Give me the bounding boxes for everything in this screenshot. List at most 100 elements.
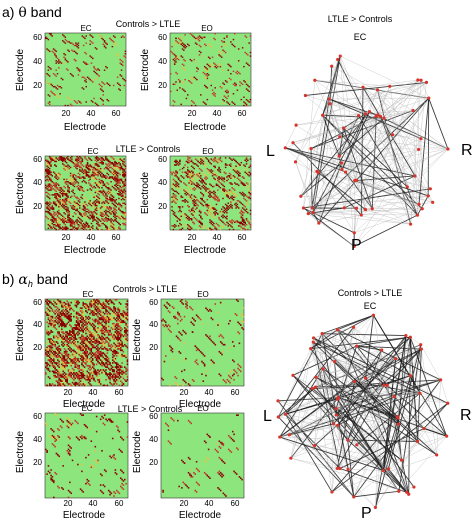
matrix-cell — [202, 181, 205, 183]
matrix-cell — [239, 221, 241, 224]
matrix-cell — [94, 320, 97, 322]
matrix-cell — [194, 204, 197, 207]
matrix-cell — [215, 212, 218, 214]
graph-edge — [295, 161, 314, 213]
matrix-cell — [171, 172, 173, 175]
matrix-cell — [84, 203, 86, 206]
matrix-cell — [76, 204, 78, 207]
matrix-cell — [185, 194, 188, 196]
matrix-cell — [55, 376, 58, 378]
matrix-cell — [68, 201, 71, 203]
matrix-cell — [190, 194, 193, 196]
matrix-cell — [71, 158, 73, 160]
matrix-cell — [112, 224, 115, 226]
matrix-cell — [114, 346, 117, 349]
matrix-cell — [86, 204, 89, 207]
matrix-cell — [76, 181, 78, 183]
matrix-cell — [63, 366, 66, 368]
matrix-cell — [54, 172, 56, 175]
matrix-cell — [89, 176, 91, 178]
matrix-cell — [45, 36, 47, 38]
matrix-cell — [98, 373, 101, 375]
graph-edge — [343, 127, 408, 188]
matrix-cell — [68, 220, 71, 222]
matrix-cell — [201, 185, 203, 188]
matrix-cell — [77, 203, 80, 206]
matrix-cell — [115, 322, 118, 325]
matrix-cell — [95, 164, 98, 166]
matrix-cell — [111, 226, 114, 228]
matrix-cell — [47, 94, 50, 96]
matrix-cell — [50, 384, 52, 387]
matrix-cell — [73, 315, 75, 318]
matrix-cell — [77, 176, 80, 178]
matrix-cell — [222, 69, 224, 71]
graph-edge — [376, 116, 419, 150]
matrix-cell — [185, 97, 188, 100]
matrix-cell — [46, 363, 48, 366]
matrix-cell — [81, 227, 84, 230]
matrix-cell — [67, 190, 69, 193]
matrix-cell — [82, 341, 85, 343]
matrix-cell — [59, 313, 62, 315]
matrix-cell — [192, 202, 194, 204]
matrix-cell — [237, 171, 240, 173]
matrix-cell — [95, 227, 98, 230]
matrix-cell — [87, 307, 90, 310]
matrix-cell — [232, 196, 235, 198]
matrix-cell — [89, 184, 91, 187]
matrix-cell — [81, 188, 84, 190]
matrix-cell — [67, 69, 69, 71]
matrix-cell — [124, 53, 127, 55]
matrix-cell — [98, 300, 101, 303]
matrix-cell — [85, 170, 88, 172]
matrix-cell — [125, 345, 127, 347]
matrix-cell — [173, 198, 176, 201]
matrix-cell — [111, 345, 114, 347]
matrix-cell — [97, 308, 99, 311]
graph-edge — [303, 148, 449, 209]
graph-node — [446, 147, 450, 151]
matrix-cell — [192, 171, 194, 173]
matrix-cell — [200, 188, 202, 190]
matrix-cell — [243, 193, 245, 195]
matrix-cell — [110, 383, 113, 385]
matrix-cell — [105, 310, 107, 312]
matrix-cell — [98, 321, 101, 324]
matrix-cell — [82, 203, 85, 206]
matrix-cell — [105, 219, 107, 221]
matrix-cell — [89, 335, 91, 338]
matrix-cell — [48, 164, 51, 166]
matrix-cell — [77, 311, 79, 314]
matrix-cell — [103, 184, 106, 187]
matrix-cell — [47, 65, 50, 68]
matrix-cell — [245, 158, 248, 160]
matrix-cell — [184, 215, 186, 218]
matrix-cell — [243, 164, 245, 166]
matrix-cell — [79, 377, 82, 380]
matrix-cell — [54, 345, 56, 347]
matrix-cell — [172, 83, 175, 86]
matrix-cell — [201, 222, 203, 225]
matrix-cell — [54, 343, 56, 346]
matrix-cell — [55, 190, 57, 193]
matrix-cell — [227, 195, 229, 197]
matrix-cell — [71, 221, 73, 224]
matrix-cell — [56, 158, 59, 160]
matrix-cell — [184, 193, 186, 195]
matrix-cell — [207, 191, 210, 194]
graph-edge — [311, 172, 319, 209]
matrix-cell — [55, 380, 58, 382]
matrix-cell — [98, 34, 101, 36]
matrix-cell — [93, 177, 95, 179]
matrix-cell — [77, 187, 80, 189]
matrix-cell — [77, 227, 80, 230]
matrix-cell — [115, 218, 118, 220]
panel-b: b) αh band Controls > LTLE LTLE > Contro… — [2, 271, 472, 522]
matrix-cell — [176, 73, 179, 75]
matrix-cell — [122, 194, 124, 196]
matrix-cell — [68, 200, 71, 202]
matrix-cell — [84, 169, 86, 171]
graph-node — [420, 207, 424, 211]
matrix-cell — [214, 173, 216, 176]
